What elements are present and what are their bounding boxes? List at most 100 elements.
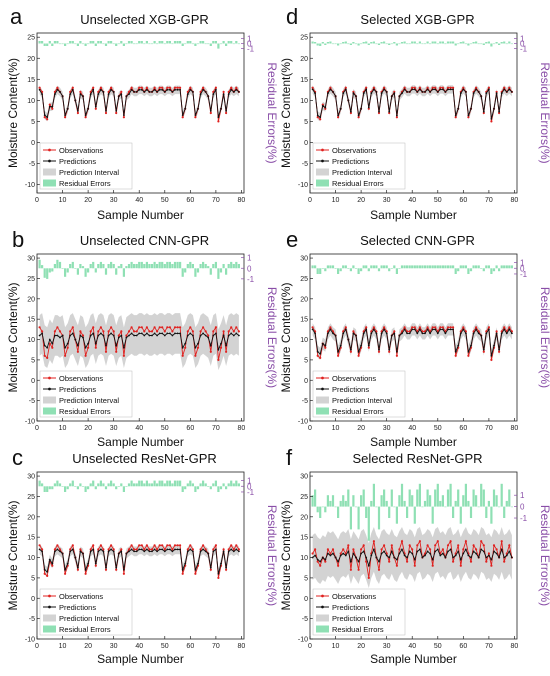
residual-tick-label: 1: [247, 34, 252, 43]
observation-point: [127, 330, 131, 333]
observation-point: [158, 544, 161, 547]
observation-point: [214, 544, 217, 547]
residual-bar: [168, 41, 171, 44]
residual-bar: [408, 43, 411, 45]
residual-tick-label: -1: [247, 45, 255, 54]
prediction-point: [110, 548, 112, 551]
residual-bar: [130, 261, 133, 269]
residual-bar: [191, 483, 194, 487]
observation-point: [158, 326, 161, 329]
residual-bar: [150, 264, 154, 269]
prediction-point: [92, 332, 95, 335]
residual-tick-label: 1: [520, 491, 525, 500]
prediction-point: [77, 566, 79, 569]
y-tick-label: 25: [300, 35, 308, 42]
residual-bar: [66, 486, 69, 490]
x-tick-label: 60: [186, 425, 194, 432]
prediction-point: [388, 556, 391, 559]
legend-label: Residual Errors: [59, 625, 111, 634]
prediction-point: [212, 334, 215, 337]
prediction-point: [373, 548, 375, 551]
prediction-point: [431, 328, 434, 331]
x-tick-label: 30: [110, 197, 118, 204]
prediction-point: [332, 91, 334, 93]
prediction-point: [431, 88, 434, 91]
observation-point: [319, 118, 322, 121]
observation-point: [357, 116, 360, 119]
residual-bar: [444, 506, 447, 508]
residual-bar: [480, 483, 483, 507]
prediction-point: [511, 556, 513, 559]
observation-point: [331, 548, 335, 551]
observation-point: [344, 326, 347, 329]
residual-bar: [209, 268, 212, 275]
prediction-point: [156, 550, 159, 553]
residual-bar: [487, 41, 490, 44]
residual-bar: [89, 264, 92, 269]
prediction-point: [406, 556, 408, 559]
residual-bar: [84, 486, 87, 492]
prediction-point: [143, 334, 146, 337]
prediction-point: [112, 91, 115, 93]
prediction-point: [92, 548, 95, 551]
observation-point: [464, 540, 467, 543]
prediction-point: [220, 562, 222, 565]
residual-bar: [79, 264, 82, 269]
prediction-point: [166, 332, 169, 335]
residual-bar: [179, 261, 182, 269]
observation-point: [372, 540, 375, 543]
prediction-point: [235, 332, 238, 335]
prediction-point: [393, 556, 396, 559]
residual-bar: [492, 268, 496, 272]
residual-bar: [510, 265, 513, 269]
residual-bar: [439, 500, 442, 507]
observation-point: [87, 346, 90, 349]
observation-point: [339, 552, 342, 555]
observation-point: [76, 568, 79, 571]
prediction-point: [163, 550, 166, 553]
residual-bar: [311, 41, 314, 44]
residual-bar: [110, 480, 113, 487]
residual-bar: [370, 500, 373, 507]
prediction-point: [115, 566, 118, 569]
panel-letter: e: [286, 227, 298, 252]
observation-point: [360, 548, 363, 551]
residual-bar: [104, 486, 108, 490]
observation-point: [112, 330, 115, 333]
x-axis-label: Sample Number: [370, 435, 457, 449]
x-tick-label: 60: [186, 643, 194, 650]
residual-bar: [122, 268, 125, 277]
residual-bar: [184, 43, 187, 45]
residual-bar: [58, 483, 62, 487]
observation-point: [214, 86, 217, 89]
observation-point: [143, 330, 146, 333]
residual-bar: [217, 268, 220, 279]
residual-bar: [133, 483, 136, 487]
residual-bar: [71, 480, 74, 487]
residual-bar: [214, 480, 217, 487]
observation-point: [120, 330, 123, 333]
prediction-point: [166, 88, 169, 91]
prediction-point: [365, 88, 368, 91]
residual-bar: [92, 480, 95, 487]
y-axis-label-left: Moisture Content(%): [279, 500, 293, 610]
residual-bar: [490, 268, 493, 274]
residual-bar: [202, 261, 205, 269]
prediction-point: [342, 552, 345, 555]
legend-swatch-patch: [316, 396, 329, 404]
prediction-point: [71, 88, 74, 91]
residual-bar: [457, 489, 460, 507]
residual-bar: [161, 480, 164, 487]
residual-bar: [163, 264, 166, 269]
residual-bar: [385, 500, 388, 507]
residual-bar: [230, 261, 233, 269]
legend-swatch-marker: [48, 387, 51, 391]
observation-point: [316, 116, 319, 119]
prediction-point: [79, 93, 82, 95]
prediction-point: [232, 334, 235, 337]
prediction-point: [334, 95, 337, 98]
prediction-point: [342, 92, 345, 95]
prediction-point: [380, 92, 383, 95]
residual-bar: [400, 483, 404, 507]
